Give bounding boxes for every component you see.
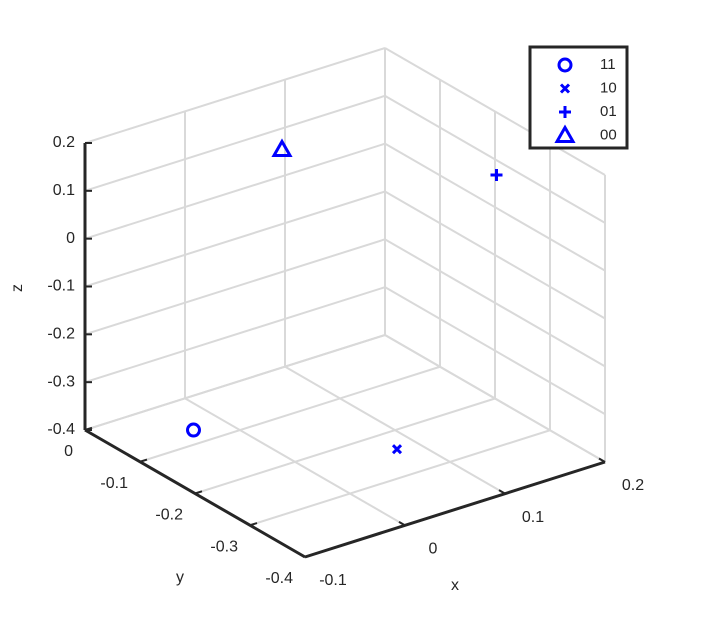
y-tick-label: -0.1 <box>100 475 128 492</box>
x-axis <box>304 460 606 559</box>
z-tick-label: 0.1 <box>53 182 75 199</box>
marker <box>559 106 571 118</box>
y-axis-label: y <box>176 569 184 586</box>
grid-line <box>384 142 606 272</box>
legend-label: 00 <box>600 126 617 143</box>
grid-line <box>384 47 606 176</box>
grid-line <box>84 142 386 240</box>
legend: 11 10 01 00 <box>528 45 629 150</box>
marker <box>271 138 293 157</box>
x-tick-label: 0 <box>429 541 438 558</box>
tick-mark <box>84 426 93 431</box>
tick-mark <box>398 520 406 527</box>
legend-box <box>528 45 629 150</box>
grid-line <box>384 334 606 463</box>
tick-mark <box>139 458 148 463</box>
grid-line <box>84 94 386 192</box>
x-tick-label: 0.2 <box>622 477 644 494</box>
grid-line <box>84 238 386 336</box>
tick-mark <box>498 489 506 495</box>
legend-label: 10 <box>600 79 617 96</box>
grid-line <box>249 429 551 527</box>
marker <box>559 83 571 94</box>
tick-mark <box>298 552 306 558</box>
x-tick-label: 0.1 <box>522 509 544 526</box>
legend-label: 11 <box>600 56 616 73</box>
marker <box>554 124 576 143</box>
y-tick-label: -0.2 <box>155 507 183 524</box>
z-tick-label: 0 <box>66 230 75 247</box>
grid-line <box>84 190 386 288</box>
tick-mark <box>598 457 606 463</box>
grid-line <box>84 47 386 144</box>
tick-mark <box>249 522 258 527</box>
grid-line <box>384 286 606 416</box>
grid-line <box>384 238 606 368</box>
z-tick-label: -0.2 <box>47 326 75 343</box>
marker <box>186 422 201 438</box>
grid-line <box>84 334 386 431</box>
z-tick-label: -0.1 <box>47 278 75 295</box>
grid-line <box>384 190 606 320</box>
y-tick-label: -0.3 <box>210 538 238 555</box>
grid-line <box>84 286 386 384</box>
grid-line <box>139 365 441 463</box>
marker <box>391 444 403 455</box>
y-tick-label: 0 <box>64 443 73 460</box>
z-tick-label: -0.3 <box>47 373 75 390</box>
marker <box>490 168 503 181</box>
x-tick-label: -0.1 <box>319 572 347 589</box>
tick-mark <box>304 553 313 558</box>
z-tick-label: -0.4 <box>47 421 75 438</box>
marker <box>557 57 573 73</box>
grid-line <box>194 397 496 495</box>
tick-mark <box>194 490 203 495</box>
x-axis-label: x <box>451 577 459 594</box>
z-tick-label: 0.2 <box>53 134 75 151</box>
grid-line <box>384 94 606 224</box>
legend-label: 01 <box>600 103 617 120</box>
y-tick-label: -0.4 <box>265 570 293 587</box>
z-axis-label: z <box>9 284 26 292</box>
